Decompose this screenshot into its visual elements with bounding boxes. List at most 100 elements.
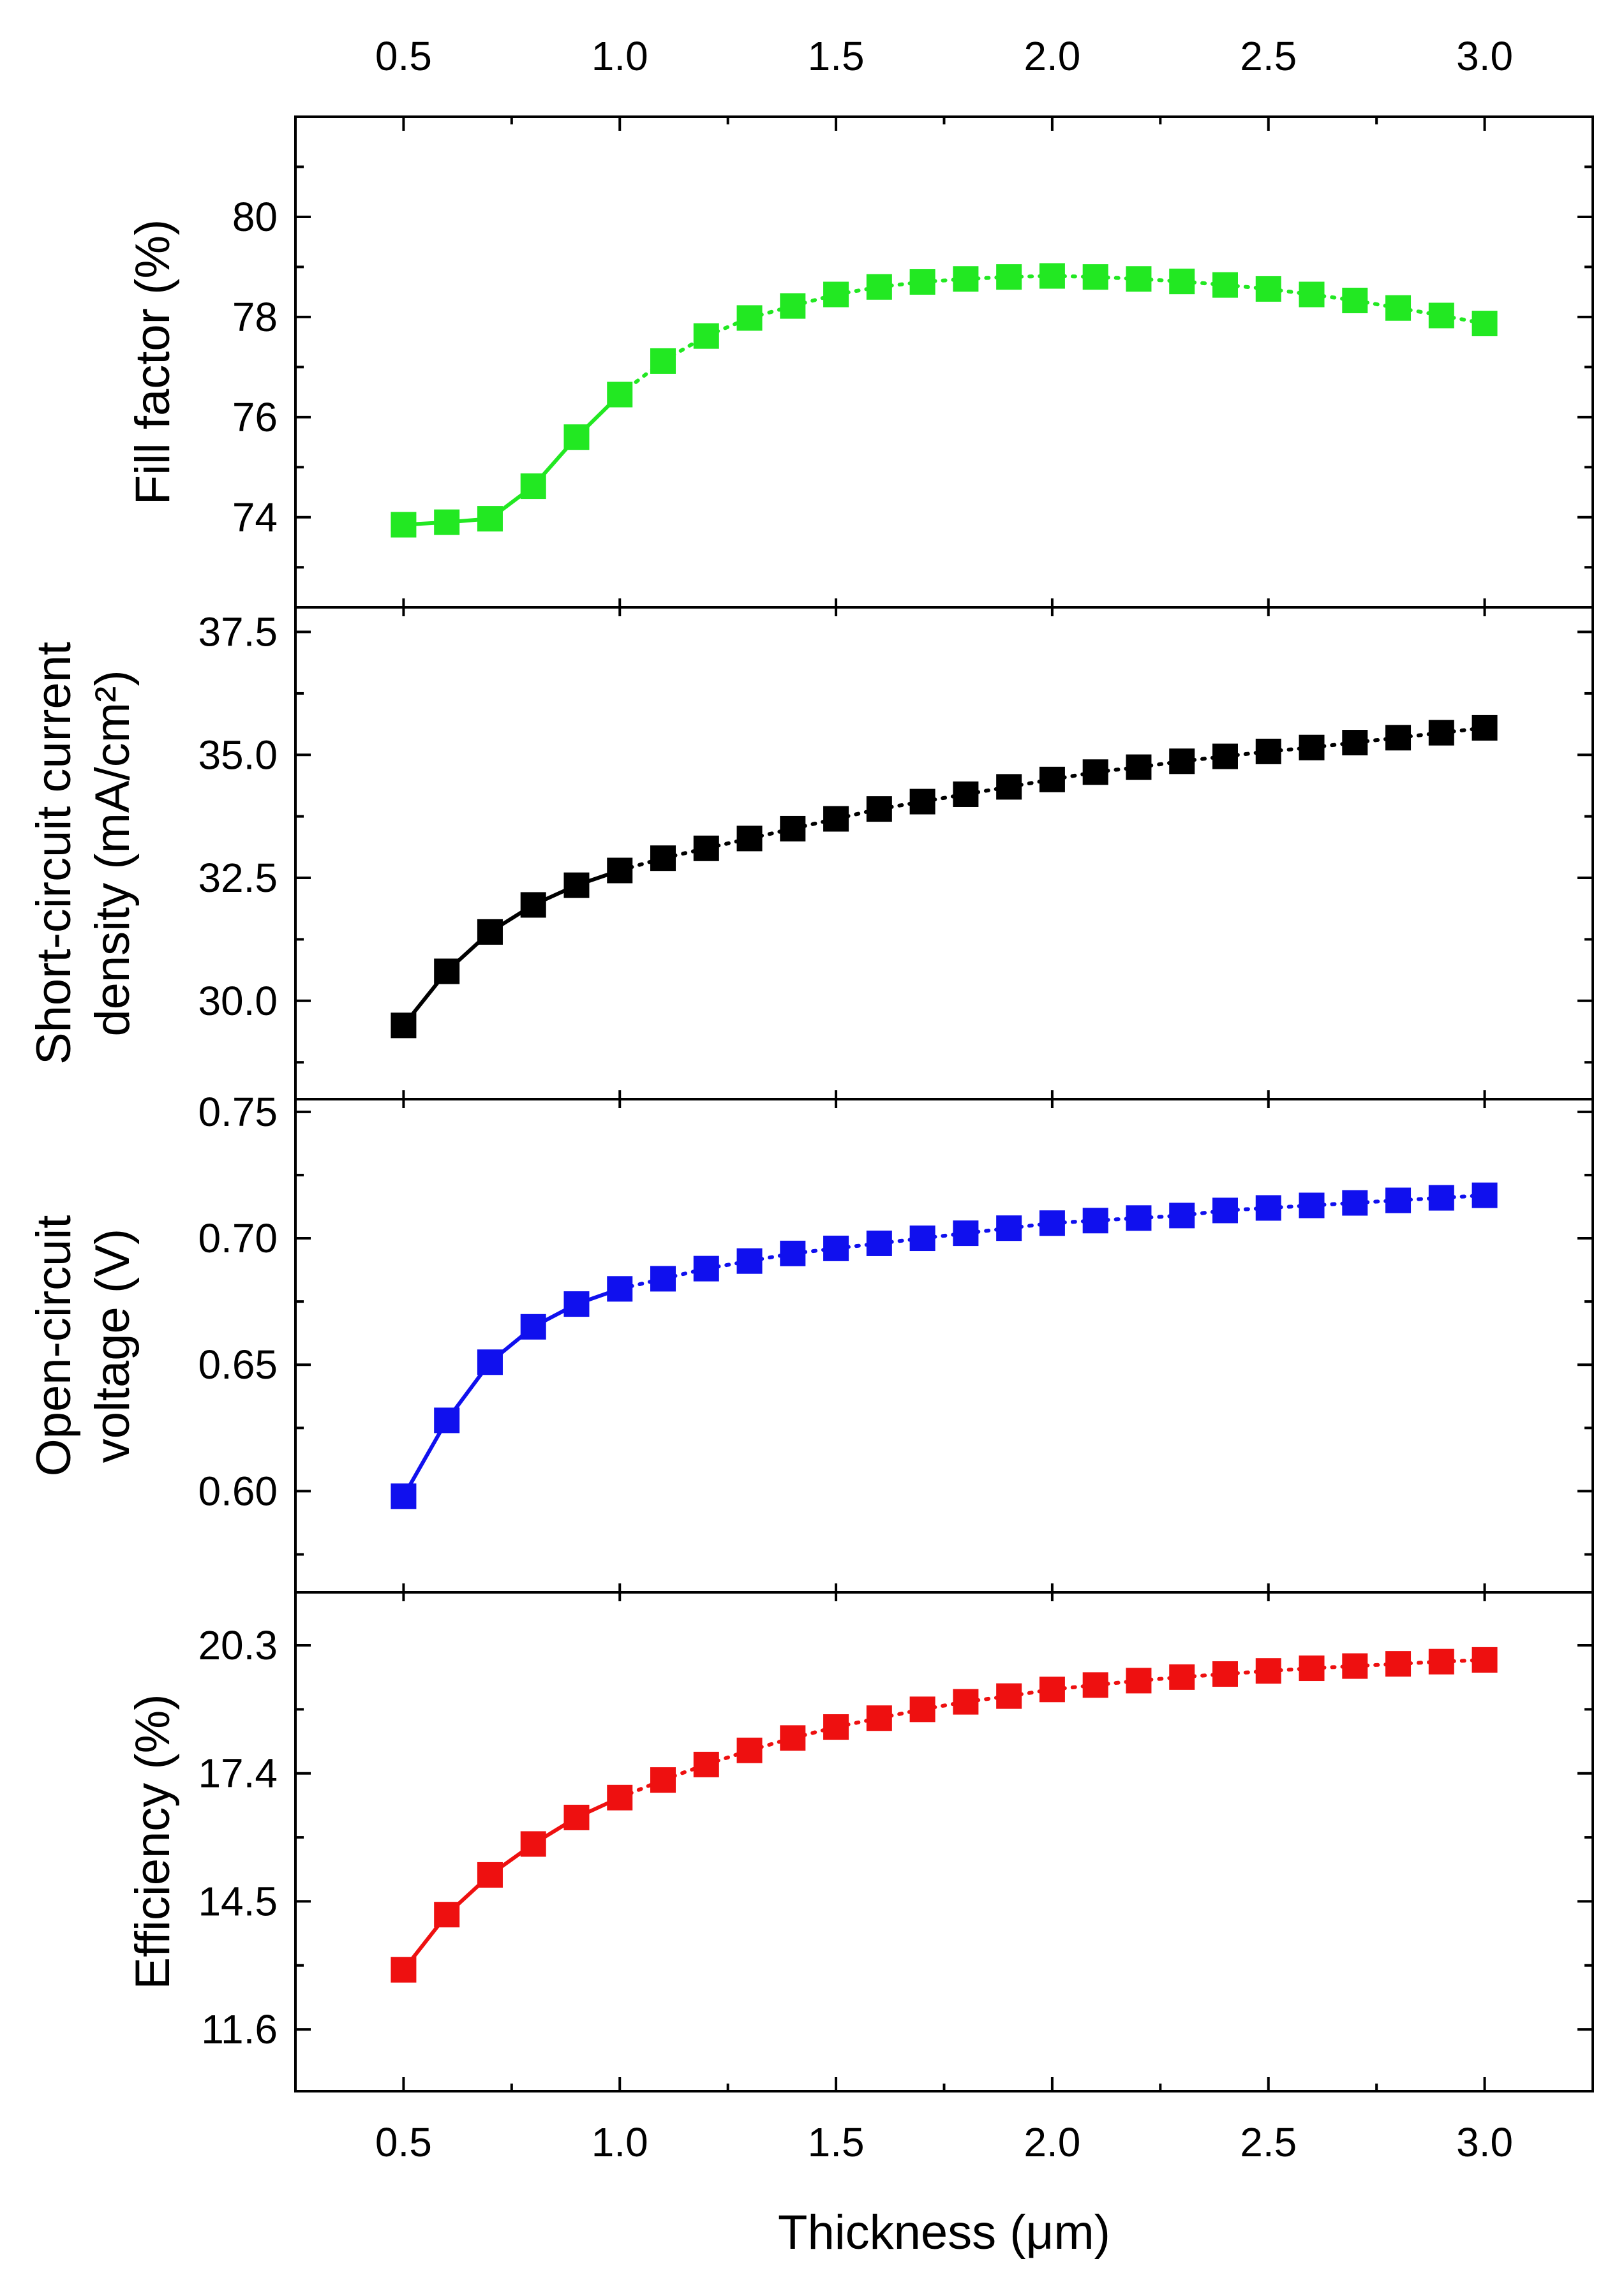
data-point [953,1689,979,1715]
data-point [1169,748,1195,774]
data-point [563,872,590,898]
data-point [1255,1195,1281,1221]
top-x-tick-label: 3.0 [1456,33,1513,79]
series-line-segment [877,1236,925,1245]
y-tick-label: 17.4 [198,1751,278,1796]
data-point [996,1683,1022,1709]
x-tick-label: 2.0 [1024,2119,1080,2165]
series-line-segment [1396,1659,1443,1666]
series-line-segment [1266,1203,1314,1210]
data-point [823,1235,849,1261]
series-line-segment [1266,1666,1314,1673]
series-line-segment [1093,765,1141,774]
data-point [1385,725,1412,751]
series-line-segment [1266,745,1314,753]
data-point [1082,264,1108,290]
series-line-segment [661,1762,708,1782]
series-line-segment [1007,777,1054,789]
series-line-segment [1309,292,1357,302]
series-line-segment [747,1251,795,1263]
data-point [780,1240,806,1266]
series-line-segment [791,292,838,308]
data-point [607,1784,633,1811]
series-line-segment [1353,298,1401,310]
series-line-segment [1309,1201,1357,1208]
data-point [1255,1658,1281,1684]
series-line-segment [1007,1687,1054,1698]
series-line-segment [1093,1216,1141,1223]
series-line-segment [791,1725,838,1740]
data-point [1472,1647,1498,1673]
series-line-segment [1136,1675,1184,1683]
series-line-segment [661,846,708,861]
series-line-segment [1439,313,1487,326]
data-point [1039,1210,1065,1236]
data-point [520,892,546,918]
x-tick-label: 0.5 [375,2119,432,2165]
x-tick-label: 2.5 [1240,2119,1297,2165]
y-axis-title-panel-1: density (mA/cm²) [86,670,140,1036]
series-line-segment [877,799,925,811]
series-line-segment [964,275,1011,281]
data-point [1039,263,1065,289]
series-line-segment [1050,1218,1098,1226]
data-point [823,281,849,307]
data-point [953,266,979,292]
series-line-segment [791,1246,838,1255]
data-point [477,1349,503,1375]
data-point [477,919,503,945]
data-point [1169,1664,1195,1690]
series-line-segment [920,277,968,284]
data-point [866,1230,892,1256]
series-line-segment [1396,730,1443,740]
data-point [650,348,676,374]
data-point [1385,295,1412,321]
series-line-segment [747,1736,795,1752]
data-point [693,835,719,861]
data-point [1126,1205,1152,1231]
series-line-segment [964,1694,1011,1704]
top-x-tick-label: 1.0 [592,33,648,79]
data-point [1039,1677,1065,1703]
series-line-segment [1439,725,1487,735]
data-point [1169,1203,1195,1229]
y-tick-label: 30.0 [198,978,278,1024]
y-axis-title-panel-2: Open-circuit [27,1215,81,1477]
y-tick-label: 35.0 [198,732,278,778]
series-line-segment [1309,741,1357,750]
series-line-segment [661,1266,708,1281]
data-point [909,269,935,295]
series-line-segment [1050,770,1098,781]
series-line-segment [834,1241,881,1250]
data-point [434,509,460,535]
y-tick-label: 0.65 [198,1342,278,1388]
series-line-segment [1136,1213,1184,1220]
data-point [391,1957,417,1983]
data-point [650,1266,676,1292]
data-point [391,1012,417,1039]
y-tick-label: 74 [232,494,278,540]
series-line-segment [834,1716,881,1729]
data-point [736,1248,763,1274]
top-x-tick-label: 2.0 [1024,33,1080,79]
x-tick-label: 3.0 [1456,2119,1513,2165]
data-point [434,1407,460,1433]
data-point [1472,715,1498,741]
data-point [1342,730,1368,756]
data-point [1212,743,1238,769]
top-x-tick-label: 1.5 [808,33,865,79]
data-point [1255,738,1281,764]
series-line-segment [1439,1657,1487,1664]
data-point [780,1725,806,1751]
data-point [1126,266,1152,292]
x-tick-label: 1.0 [592,2119,648,2165]
panel-2-frame [294,1098,1594,1594]
series-line-segment [1180,1208,1227,1218]
y-tick-label: 37.5 [198,609,278,655]
data-point [607,381,633,408]
series-line-segment [1223,749,1270,759]
data-point [563,424,590,450]
data-point [1212,1661,1238,1687]
data-point [1472,311,1498,337]
series-line-segment [964,1226,1011,1236]
